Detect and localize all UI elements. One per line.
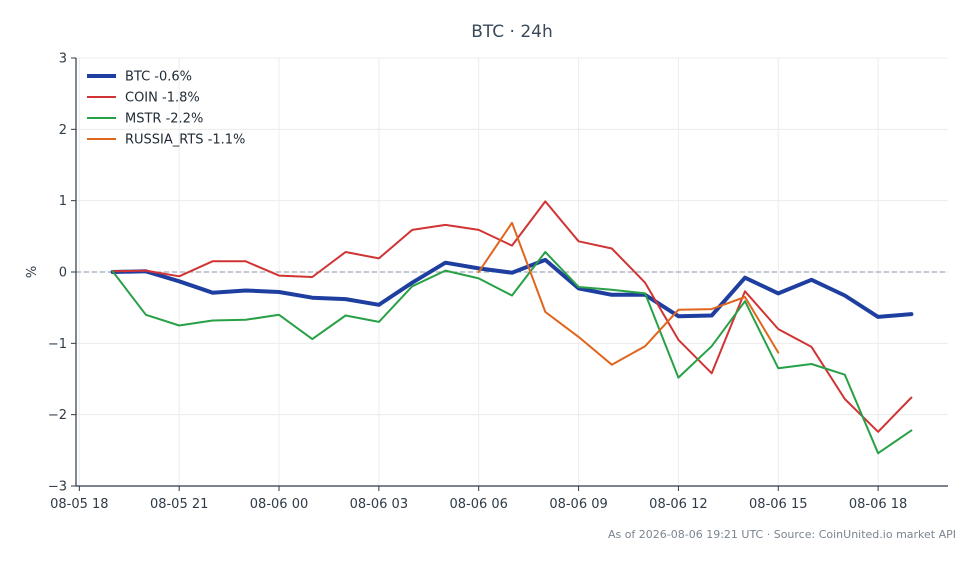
y-axis-label: %: [25, 266, 40, 278]
y-tick-label: 0: [59, 266, 67, 281]
x-tick-label: 08-06 15: [749, 497, 807, 512]
axes: −3 −2 −1 0 1 2 3 08-05 18 08-05 21 08-06 00 08-06 …: [48, 52, 948, 512]
series-line: [111, 200, 913, 433]
y-tick-label: 3: [59, 52, 67, 67]
series-lines: [110, 200, 914, 455]
chart-title: BTC · 24h: [471, 22, 553, 42]
legend: BTC -0.6% COIN -1.8% MSTR -2.2% RUSSIA_RTS …: [87, 70, 245, 148]
x-tick-label: 08-06 18: [849, 497, 907, 512]
x-tick-label: 08-06 06: [449, 497, 507, 512]
x-tick-label: 08-06 09: [549, 497, 607, 512]
x-tick-label: 08-06 00: [250, 497, 308, 512]
y-tick-label: 2: [59, 123, 67, 138]
legend-label: BTC -0.6%: [125, 70, 192, 85]
x-tick-label: 08-05 21: [150, 497, 208, 512]
x-tick-label: 08-06 03: [350, 497, 408, 512]
legend-label: MSTR -2.2%: [125, 112, 203, 127]
series-line: [111, 251, 913, 455]
y-tick-label: 1: [59, 194, 67, 209]
legend-label: RUSSIA_RTS -1.1%: [125, 133, 245, 148]
footer-source-text: As of 2026-08-06 19:21 UTC · Source: Coi…: [608, 528, 956, 541]
y-tick-label: −2: [48, 408, 67, 423]
x-tick-label: 08-06 12: [649, 497, 707, 512]
y-tick-label: −3: [48, 480, 67, 495]
x-tick-label: 08-05 18: [50, 497, 108, 512]
series-line: [477, 221, 780, 366]
series-line: [110, 257, 914, 319]
legend-label: COIN -1.8%: [125, 91, 200, 106]
y-tick-label: −1: [48, 337, 67, 352]
